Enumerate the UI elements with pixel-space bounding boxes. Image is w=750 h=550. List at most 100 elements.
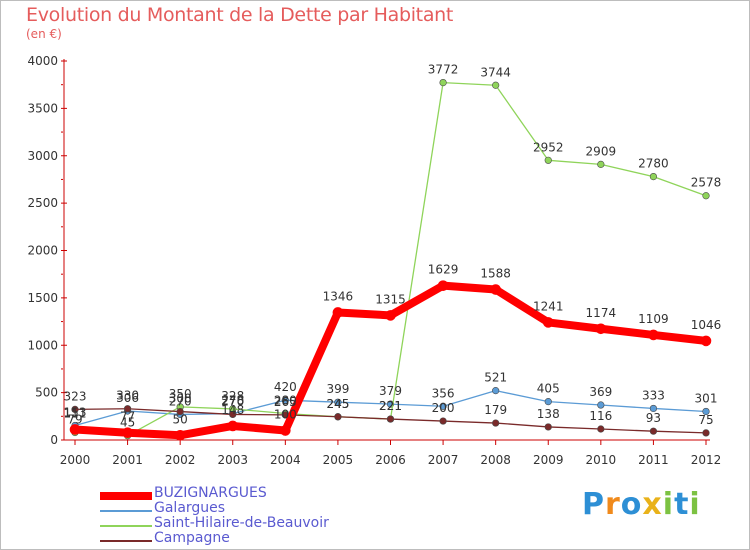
logo-letter: t xyxy=(674,487,690,522)
legend-label: Campagne xyxy=(154,530,230,546)
data-point-galargues xyxy=(597,401,605,409)
y-tick-label: 1000 xyxy=(27,338,58,352)
data-label-saint-hilaire-de-beauvoir: 280 xyxy=(274,393,297,407)
data-point-campagne xyxy=(439,417,447,425)
y-tick-label: 4000 xyxy=(27,54,58,68)
data-point-saint-hilaire-de-beauvoir xyxy=(492,81,500,89)
data-label-campagne: 200 xyxy=(432,401,455,415)
data-label-buzignargues: 1174 xyxy=(586,306,617,320)
data-label-saint-hilaire-de-beauvoir: 45 xyxy=(120,416,135,430)
data-point-campagne xyxy=(649,427,658,435)
x-tick-label: 2012 xyxy=(691,453,722,467)
data-point-campagne xyxy=(176,407,184,416)
legend-label: BUZIGNARGUES xyxy=(154,485,267,501)
data-point-buzignargues xyxy=(385,310,396,321)
logo-letter: x xyxy=(642,487,663,522)
data-label-buzignargues: 1315 xyxy=(375,292,406,306)
data-label-galargues: 420 xyxy=(274,380,297,394)
legend-swatch xyxy=(100,525,152,527)
data-label-buzignargues: 111 xyxy=(64,406,87,420)
data-label-saint-hilaire-de-beauvoir: 2952 xyxy=(533,140,564,154)
data-label-buzignargues: 1629 xyxy=(428,263,459,277)
data-point-galargues xyxy=(649,404,658,413)
data-point-campagne xyxy=(386,415,395,423)
data-label-galargues: 399 xyxy=(326,382,349,396)
data-point-galargues xyxy=(439,402,447,410)
data-point-saint-hilaire-de-beauvoir xyxy=(597,160,605,168)
series-layer xyxy=(69,79,712,441)
data-label-saint-hilaire-de-beauvoir: 328 xyxy=(221,389,244,403)
data-label-saint-hilaire-de-beauvoir: 2909 xyxy=(586,144,617,158)
data-point-campagne xyxy=(71,405,79,413)
data-label-buzignargues: 1346 xyxy=(323,289,354,303)
x-tick-label: 2010 xyxy=(586,453,617,467)
data-point-saint-hilaire-de-beauvoir xyxy=(649,172,658,181)
legend-label: Saint-Hilaire-de-Beauvoir xyxy=(154,515,329,531)
x-tick-label: 2002 xyxy=(165,453,196,467)
data-label-galargues: 306 xyxy=(116,391,139,405)
data-label-buzignargues: 77 xyxy=(120,410,135,424)
x-tick-label: 2008 xyxy=(480,453,511,467)
data-point-campagne xyxy=(334,413,342,421)
data-point-campagne xyxy=(229,410,237,419)
data-point-buzignargues xyxy=(595,323,607,335)
data-point-campagne xyxy=(597,425,605,433)
data-point-buzignargues xyxy=(69,424,81,435)
data-label-campagne: 323 xyxy=(64,389,87,403)
data-label-galargues: 379 xyxy=(379,384,402,398)
y-tick-label: 500 xyxy=(35,386,58,400)
data-label-campagne: 270 xyxy=(221,394,244,408)
data-point-galargues xyxy=(544,398,552,406)
data-label-campagne: 221 xyxy=(379,399,402,413)
logo-letter: i xyxy=(662,487,675,522)
data-label-galargues: 301 xyxy=(695,391,718,405)
data-point-saint-hilaire-de-beauvoir xyxy=(439,79,447,87)
data-label-saint-hilaire-de-beauvoir: 2578 xyxy=(691,176,722,190)
data-label-saint-hilaire-de-beauvoir: 2780 xyxy=(638,157,669,171)
data-point-buzignargues xyxy=(648,329,659,341)
x-tick-label: 2006 xyxy=(375,453,406,467)
y-tick-label: 2500 xyxy=(27,196,58,210)
x-tick-label: 2004 xyxy=(270,453,301,467)
data-point-buzignargues xyxy=(700,335,712,347)
logo-letter: r xyxy=(605,487,621,522)
data-label-galargues: 270 xyxy=(169,394,192,408)
data-point-campagne xyxy=(544,423,552,431)
data-label-buzignargues: 1046 xyxy=(691,318,722,332)
data-label-buzignargues: 1241 xyxy=(533,299,564,313)
data-label-campagne: 75 xyxy=(698,413,713,427)
data-label-galargues: 278 xyxy=(221,394,244,408)
data-label-buzignargues: 50 xyxy=(173,412,188,426)
chart-subtitle: (en €) xyxy=(26,27,62,41)
data-point-buzignargues xyxy=(437,280,449,291)
data-point-buzignargues xyxy=(280,425,291,436)
data-label-saint-hilaire-de-beauvoir: 3744 xyxy=(480,65,511,79)
logo-letter: P xyxy=(582,487,605,522)
data-point-buzignargues xyxy=(332,307,344,318)
data-label-galargues: 333 xyxy=(642,388,665,402)
y-tick-label: 0 xyxy=(50,433,58,447)
logo-letter: i xyxy=(689,487,701,522)
data-label-galargues: 521 xyxy=(484,371,507,385)
data-point-galargues xyxy=(702,407,710,416)
data-point-buzignargues xyxy=(122,427,133,439)
legend-swatch xyxy=(100,540,152,542)
data-label-campagne: 179 xyxy=(484,403,507,417)
y-tick-label: 2000 xyxy=(27,244,58,258)
data-label-saint-hilaire-de-beauvoir: 245 xyxy=(326,397,349,411)
data-label-campagne: 245 xyxy=(326,397,349,411)
data-point-buzignargues xyxy=(542,317,554,328)
data-label-saint-hilaire-de-beauvoir: 3772 xyxy=(428,63,459,77)
data-point-campagne xyxy=(492,419,500,427)
data-label-saint-hilaire-de-beauvoir: 221 xyxy=(379,399,402,413)
data-label-galargues: 369 xyxy=(589,385,612,399)
logo-letter: o xyxy=(620,487,643,522)
data-label-buzignargues: 1588 xyxy=(480,267,511,281)
proxiti-logo: Proxiti xyxy=(582,487,701,522)
legend-label: Galargues xyxy=(154,500,226,516)
data-point-saint-hilaire-de-beauvoir xyxy=(702,192,710,200)
data-label-campagne: 265 xyxy=(274,395,297,409)
data-point-buzignargues xyxy=(490,284,501,295)
data-label-campagne: 300 xyxy=(169,392,192,406)
